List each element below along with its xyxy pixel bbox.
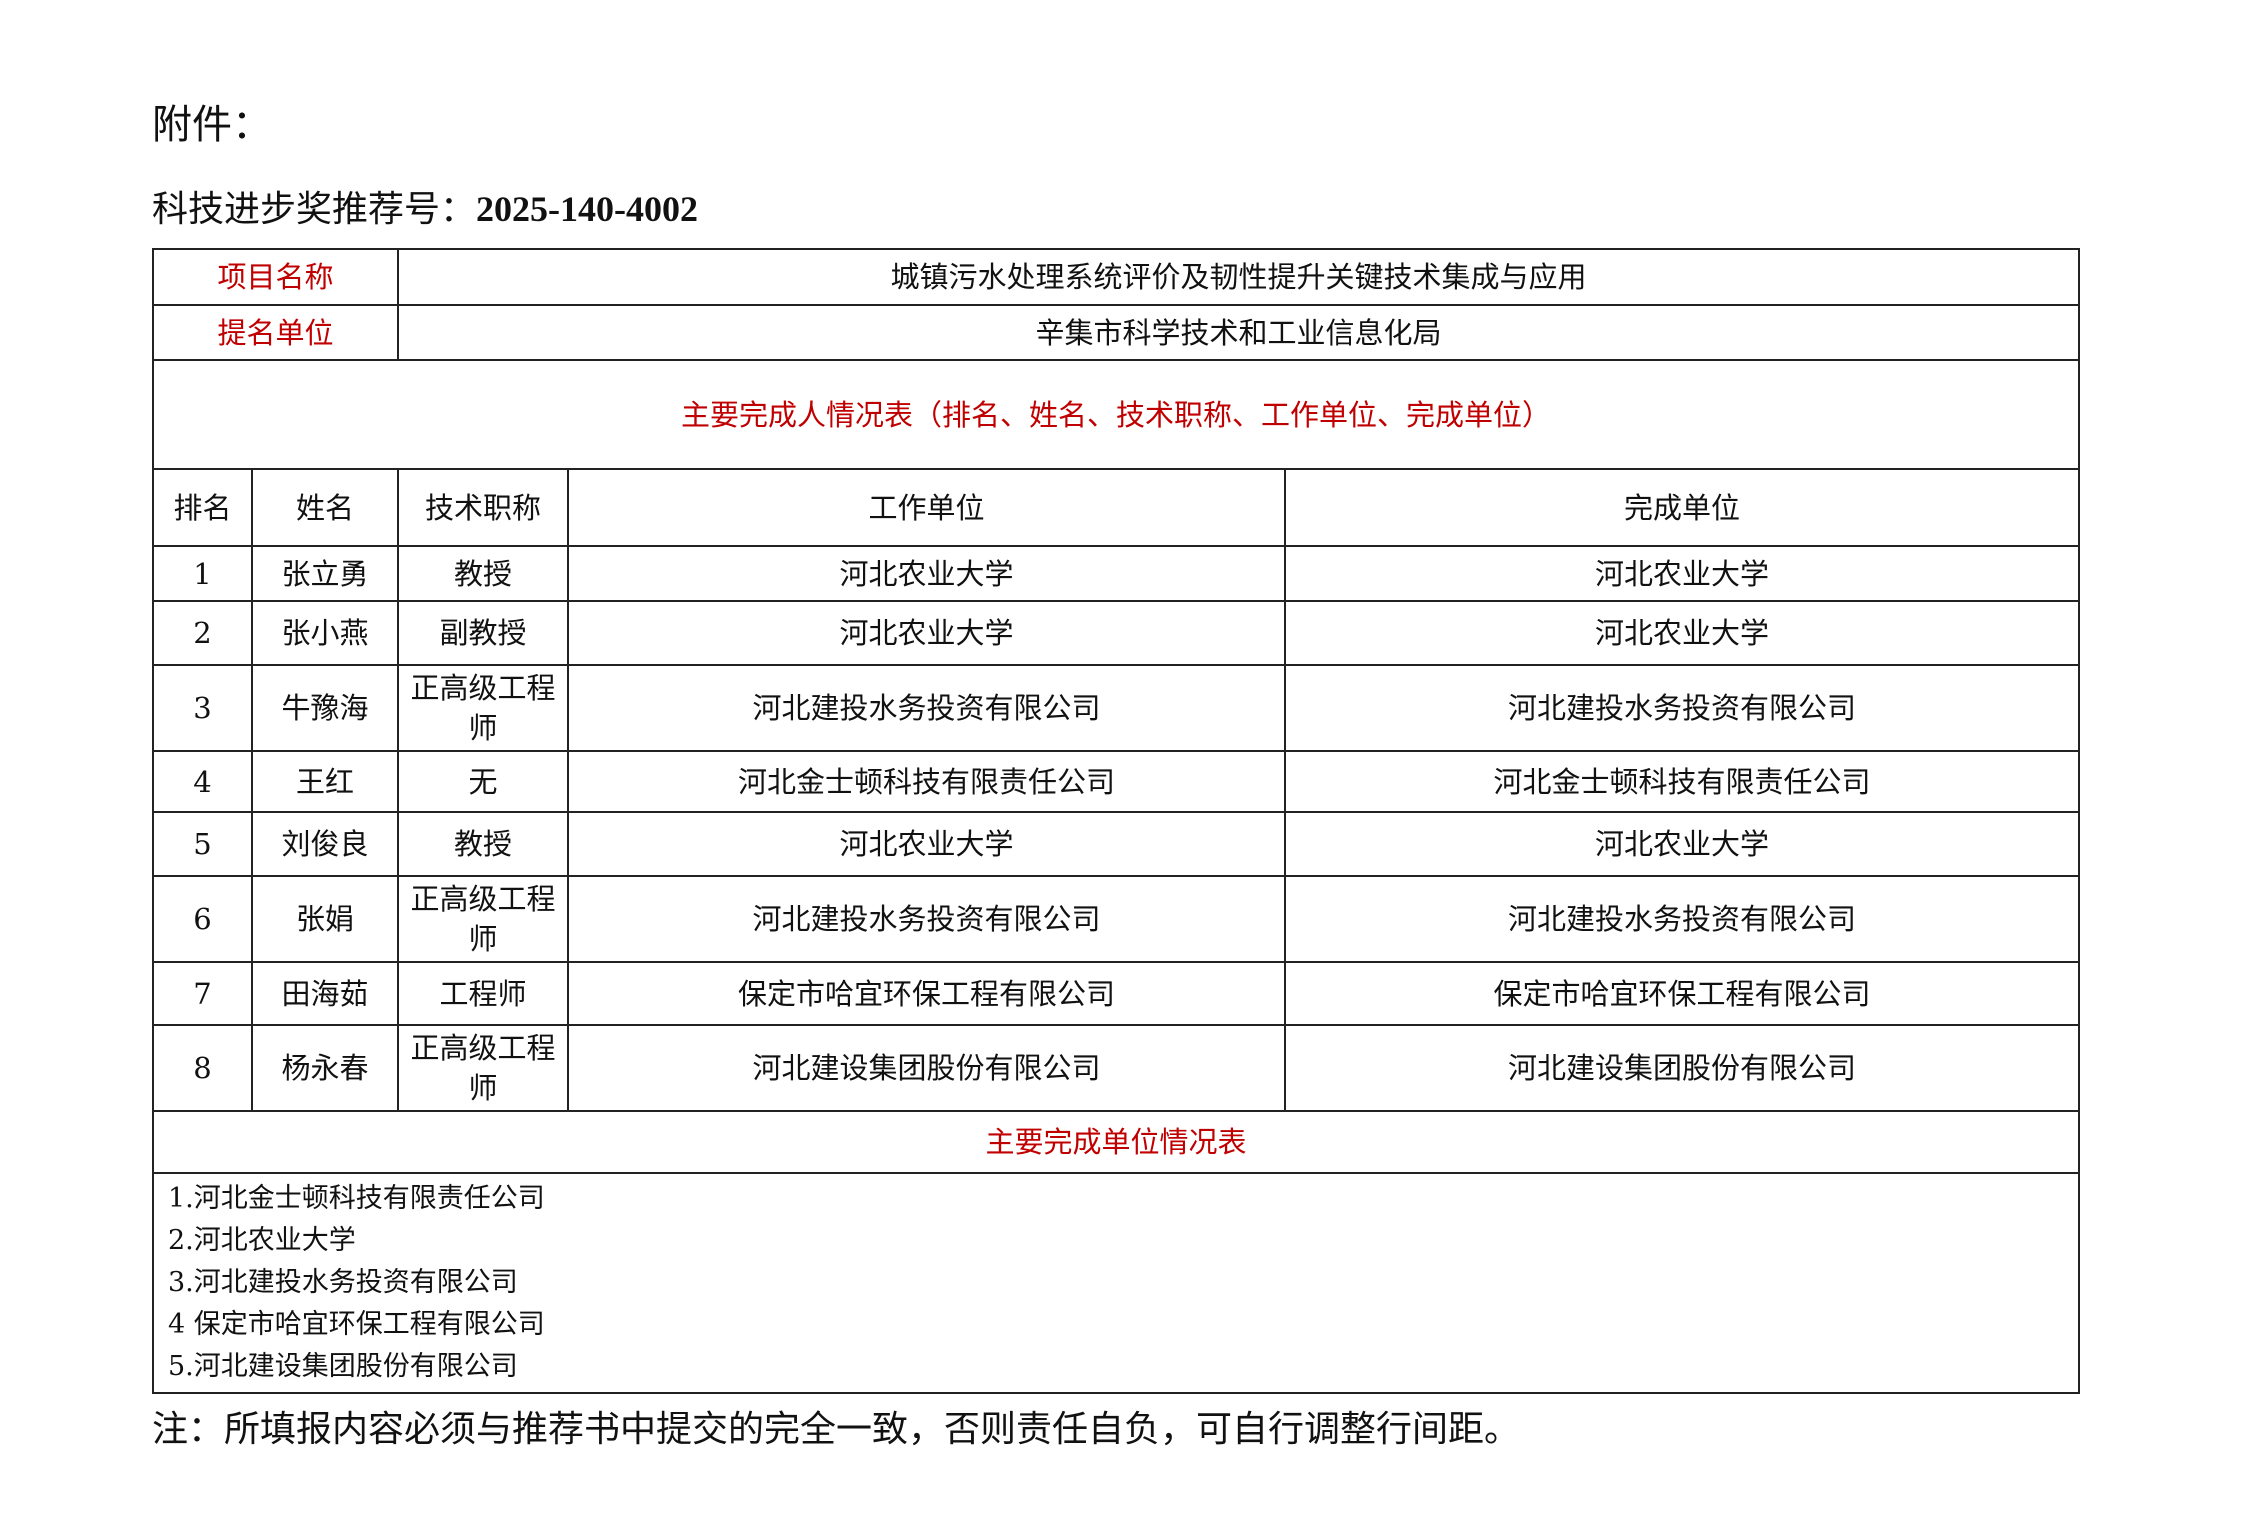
table-row: 5 刘俊良 教授 河北农业大学 河北农业大学 [152, 811, 2080, 877]
cell-completion-unit: 河北建设集团股份有限公司 [1284, 1024, 2080, 1112]
cell-work-unit: 河北金士顿科技有限责任公司 [567, 750, 1286, 813]
unit-item: 1.河北金士顿科技有限责任公司 [168, 1183, 545, 1214]
cell-name: 王红 [251, 750, 399, 813]
cell-work-unit: 河北农业大学 [567, 811, 1286, 877]
header-row: 排名 姓名 技术职称 工作单位 完成单位 [152, 468, 2080, 547]
cell-title: 副教授 [397, 600, 569, 666]
units-title: 主要完成单位情况表 [152, 1110, 2080, 1174]
cell-completion-unit: 河北金士顿科技有限责任公司 [1284, 750, 2080, 813]
cell-title: 正高级工程师 [397, 875, 569, 963]
units-list: 1.河北金士顿科技有限责任公司 2.河北农业大学 3.河北建投水务投资有限公司 … [152, 1172, 2080, 1394]
nominator-value: 辛集市科学技术和工业信息化局 [397, 304, 2080, 361]
cell-title: 无 [397, 750, 569, 813]
cell-completion-unit: 河北建投水务投资有限公司 [1284, 875, 2080, 963]
cell-rank: 3 [152, 664, 253, 752]
table-row: 4 王红无河北金士顿科技有限责任公司 河北金士顿科技有限责任公司 [152, 750, 2080, 813]
cell-name: 张小燕 [251, 600, 399, 666]
cell-completion-unit: 河北农业大学 [1284, 545, 2080, 602]
cell-name: 杨永春 [251, 1024, 399, 1112]
recommend-value: 2025-140-4002 [476, 189, 698, 229]
heading: 附件： [152, 102, 272, 148]
cell-rank: 2 [152, 600, 253, 666]
cell-completion-unit: 河北建投水务投资有限公司 [1284, 664, 2080, 752]
recommend-label: 科技进步奖推荐号： [152, 189, 477, 230]
cell-title: 教授 [397, 811, 569, 877]
table-row: 8 杨永春 正高级工程师 河北建设集团股份有限公司 河北建设集团股份有限公司 [152, 1024, 2080, 1112]
cell-rank: 6 [152, 875, 253, 963]
col-name: 姓名 [251, 468, 399, 547]
col-completion-unit: 完成单位 [1284, 468, 2080, 547]
cell-title: 正高级工程师 [397, 1024, 569, 1112]
project-label: 项目名称 [152, 248, 399, 306]
cell-rank: 5 [152, 811, 253, 877]
cell-rank: 8 [152, 1024, 253, 1112]
col-title: 技术职称 [397, 468, 569, 547]
cell-work-unit: 保定市哈宜环保工程有限公司 [567, 961, 1286, 1026]
cell-title: 工程师 [397, 961, 569, 1026]
cell-work-unit: 河北建设集团股份有限公司 [567, 1024, 1286, 1112]
col-rank: 排名 [152, 468, 253, 547]
cell-work-unit: 河北建投水务投资有限公司 [567, 664, 1286, 752]
cell-rank: 1 [152, 545, 253, 602]
table-row: 1 张立勇 教授 河北农业大学 河北农业大学 [152, 545, 2080, 602]
cell-completion-unit: 河北农业大学 [1284, 811, 2080, 877]
award-table: 项目名称 城镇污水处理系统评价及韧性提升关键技术集成与应用 提名单位 辛集市科学技术… [152, 248, 2080, 1394]
unit-item: 4 保定市哈宜环保工程有限公司 [168, 1309, 545, 1340]
cell-title: 教授 [397, 545, 569, 602]
unit-item: 3.河北建投水务投资有限公司 [168, 1267, 518, 1298]
table-row: 7 田海茹 工程师 保定市哈宜环保工程有限公司 保定市哈宜环保工程有限公司 [152, 961, 2080, 1026]
nominator-label: 提名单位 [152, 304, 399, 361]
cell-name: 牛豫海 [251, 664, 399, 752]
table-row: 3 牛豫海 正高级工程师 河北建投水务投资有限公司 河北建投水务投资有限公司 [152, 664, 2080, 752]
cell-name: 张娟 [251, 875, 399, 963]
cell-completion-unit: 河北农业大学 [1284, 600, 2080, 666]
persons-title: 主要完成人情况表（排名、姓名、技术职称、工作单位、完成单位） [152, 359, 2080, 470]
note: 注：所填报内容必须与推荐书中提交的完全一致，否则责任自负，可自行调整行间距。 [152, 1409, 1521, 1450]
recommend-number: 科技进步奖推荐号：2025-140-4002 [152, 180, 698, 232]
cell-work-unit: 河北农业大学 [567, 545, 1286, 602]
cell-name: 刘俊良 [251, 811, 399, 877]
cell-name: 田海茹 [251, 961, 399, 1026]
table-row: 2 张小燕 副教授 河北农业大学 河北农业大学 [152, 600, 2080, 666]
cell-name: 张立勇 [251, 545, 399, 602]
unit-item: 5.河北建设集团股份有限公司 [168, 1351, 518, 1382]
cell-rank: 7 [152, 961, 253, 1026]
table-row: 6 张娟 正高级工程师 河北建投水务投资有限公司 河北建投水务投资有限公司 [152, 875, 2080, 963]
unit-item: 2.河北农业大学 [168, 1225, 356, 1256]
cell-work-unit: 河北建投水务投资有限公司 [567, 875, 1286, 963]
cell-completion-unit: 保定市哈宜环保工程有限公司 [1284, 961, 2080, 1026]
cell-work-unit: 河北农业大学 [567, 600, 1286, 666]
cell-title: 正高级工程师 [397, 664, 569, 752]
col-work-unit: 工作单位 [567, 468, 1286, 547]
project-value: 城镇污水处理系统评价及韧性提升关键技术集成与应用 [397, 248, 2080, 306]
cell-rank: 4 [152, 750, 253, 813]
